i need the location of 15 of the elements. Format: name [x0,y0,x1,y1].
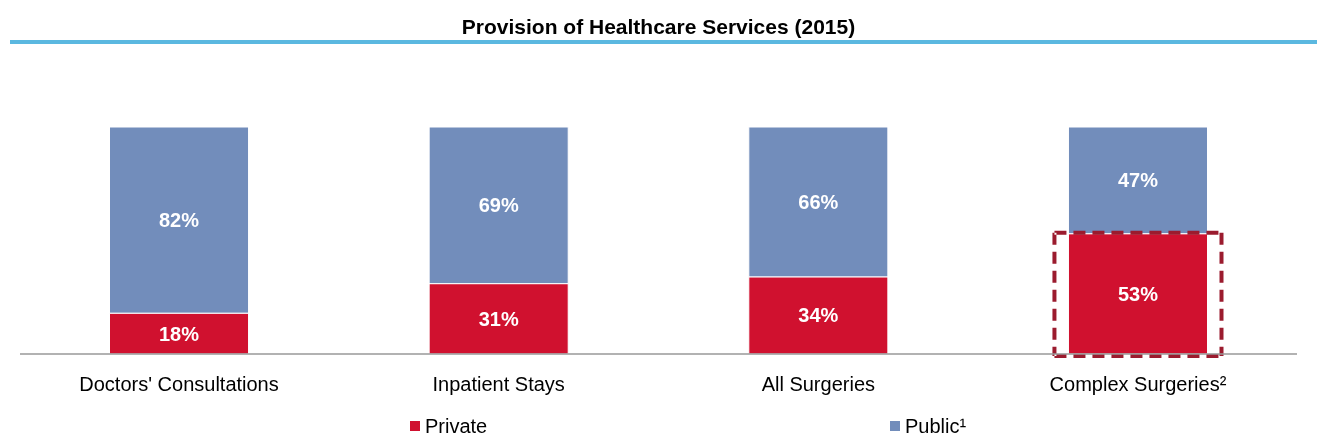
x-tick-label: Inpatient Stays [432,373,565,395]
x-tick-label: Doctors' Consultations [79,373,279,395]
data-label: 18% [159,322,200,345]
data-label: 82% [159,209,200,232]
data-label: 69% [478,194,519,217]
data-label: 53% [1117,282,1159,305]
data-label: 66% [798,190,839,213]
x-tick-label: Complex Surgeries² [1049,373,1227,395]
chart-title: Provision of Healthcare Services (2015) [461,15,856,38]
data-label: 47% [1117,169,1159,192]
legend-label: Private [425,415,488,437]
x-tick-label: All Surgeries [761,373,876,395]
data-label: 34% [798,304,839,327]
legend-label: Public¹ [905,415,967,437]
data-label: 31% [478,307,519,330]
